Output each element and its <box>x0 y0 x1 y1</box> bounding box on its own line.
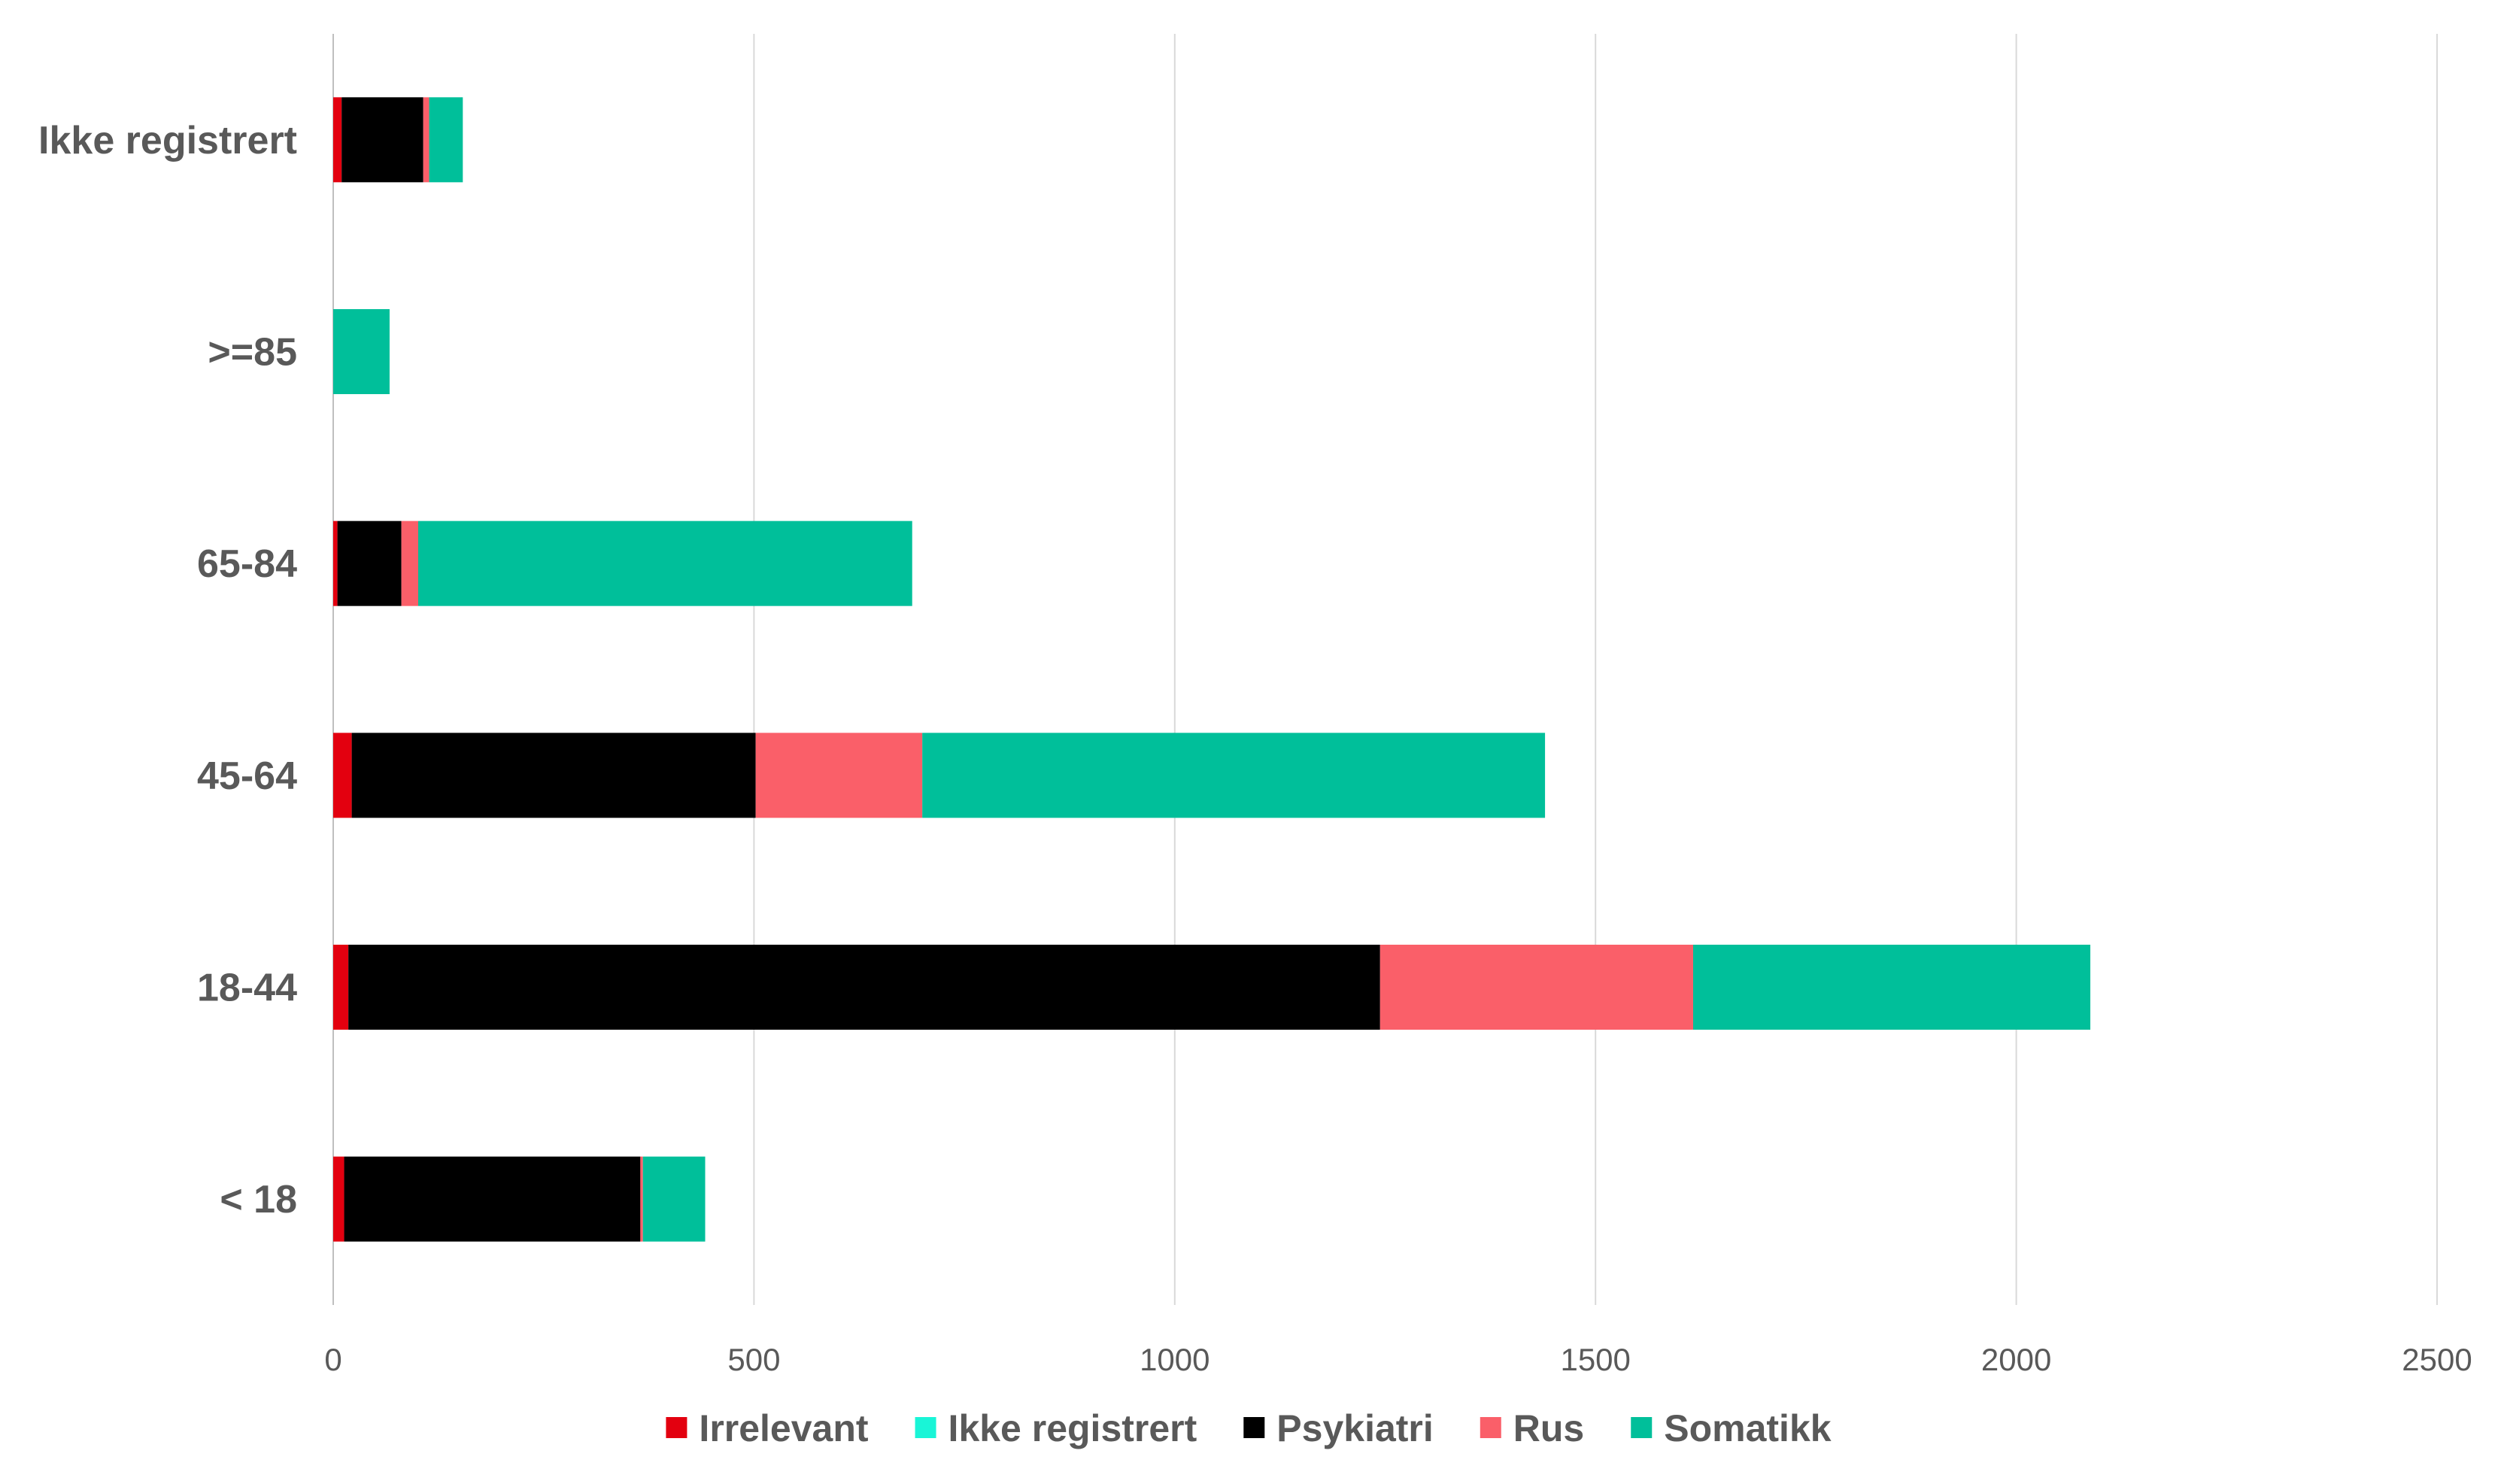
x-tick-labels: 0 500 1000 1500 2000 2500 <box>324 1342 2472 1377</box>
bar-segment-rus <box>755 733 923 818</box>
bar-segment-psykiatri <box>337 520 402 606</box>
legend-label: Ikke registrert <box>948 1407 1197 1449</box>
bar-segment-somatikk <box>642 1156 706 1242</box>
legend-item: Irrelevant <box>666 1407 869 1449</box>
legend-label: Psykiatri <box>1276 1407 1433 1449</box>
category-label: 18-44 <box>197 967 297 1010</box>
bar-segment-rus <box>1379 945 1693 1030</box>
x-tick-label: 500 <box>727 1342 780 1377</box>
bar-segment-somatikk <box>429 97 463 183</box>
legend: Irrelevant Ikke registrert Psykiatri Rus Som… <box>666 1407 1832 1449</box>
bar-segment-irrelevant <box>333 1156 344 1242</box>
legend-item: Ikke registrert <box>915 1407 1197 1449</box>
x-tick-label: 2000 <box>1981 1342 2051 1377</box>
category-label: < 18 <box>220 1178 297 1221</box>
category-labels: Ikke registrert >=85 65-84 45-64 18-44 < 18 <box>38 119 297 1221</box>
bars <box>333 97 2091 1242</box>
bar-segment-rus <box>423 97 429 183</box>
category-label: 65-84 <box>197 542 297 586</box>
category-label: Ikke registrert <box>38 119 297 162</box>
bar-segment-somatikk <box>417 520 912 606</box>
grid-lines <box>332 34 2438 1305</box>
category-label: >=85 <box>208 331 297 375</box>
bar-segment-irrelevant <box>333 733 352 818</box>
bar-segment-psykiatri <box>341 97 423 183</box>
legend-swatch <box>1480 1417 1501 1438</box>
bar-segment-psykiatri <box>344 1156 641 1242</box>
bar-segment-psykiatri <box>348 945 1380 1030</box>
bar-segment-irrelevant <box>333 945 349 1030</box>
bar-segment-somatikk <box>922 733 1546 818</box>
legend-item: Psykiatri <box>1243 1407 1434 1449</box>
x-tick-label: 1000 <box>1140 1342 1209 1377</box>
legend-swatch <box>915 1417 936 1438</box>
legend-label: Rus <box>1513 1407 1584 1449</box>
legend-label: Irrelevant <box>699 1407 868 1449</box>
bar-segment-psykiatri <box>351 733 756 818</box>
legend-item: Rus <box>1480 1407 1584 1449</box>
bar-segment-rus <box>401 520 418 606</box>
legend-item: Somatikk <box>1631 1407 1832 1449</box>
x-tick-label: 0 <box>324 1342 341 1377</box>
category-label: 45-64 <box>197 754 297 798</box>
x-tick-label: 1500 <box>1560 1342 1630 1377</box>
bar-segment-rus <box>640 1156 643 1242</box>
legend-swatch <box>666 1417 687 1438</box>
legend-swatch <box>1243 1417 1265 1438</box>
x-tick-label: 2500 <box>2402 1342 2472 1377</box>
legend-label: Somatikk <box>1664 1407 1832 1449</box>
bar-segment-somatikk <box>333 309 390 394</box>
legend-swatch <box>1631 1417 1653 1438</box>
bar-segment-irrelevant <box>333 97 342 183</box>
bar-segment-somatikk <box>1692 945 2091 1030</box>
bar-segment-irrelevant <box>333 520 338 606</box>
